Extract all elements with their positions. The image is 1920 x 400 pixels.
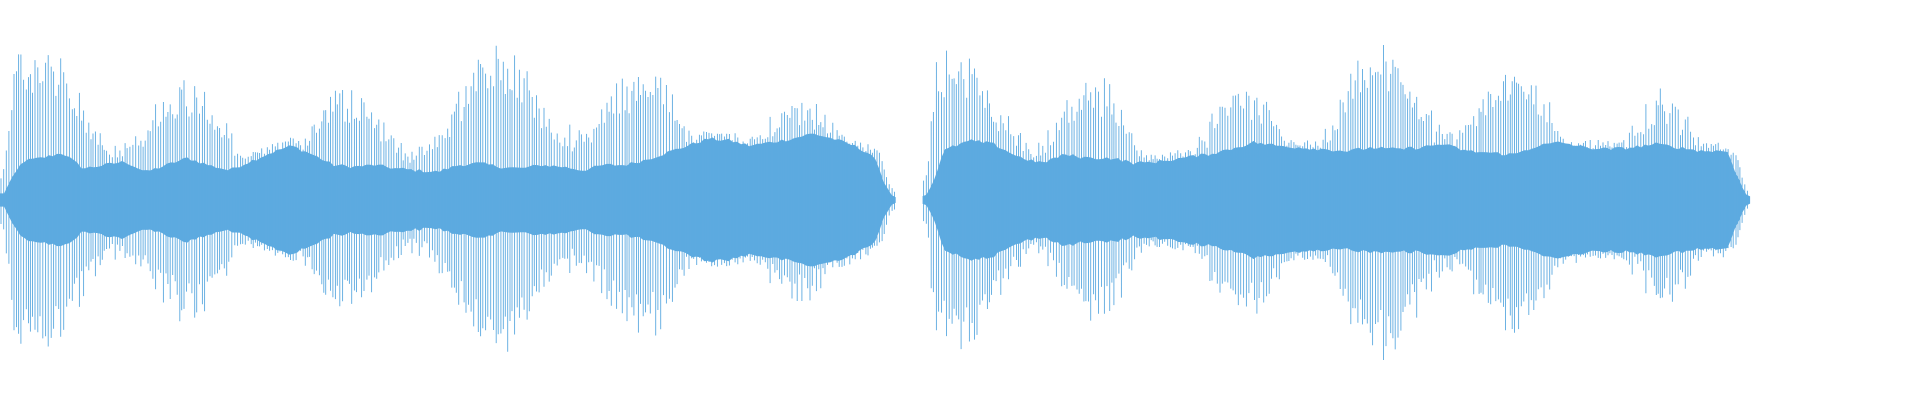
waveform-segment-2 — [922, 45, 1751, 360]
waveform-spikes — [0, 45, 895, 352]
waveform-spikes — [923, 45, 1748, 360]
waveform-segment-1 — [0, 45, 896, 352]
waveform-core-band — [922, 139, 1751, 261]
